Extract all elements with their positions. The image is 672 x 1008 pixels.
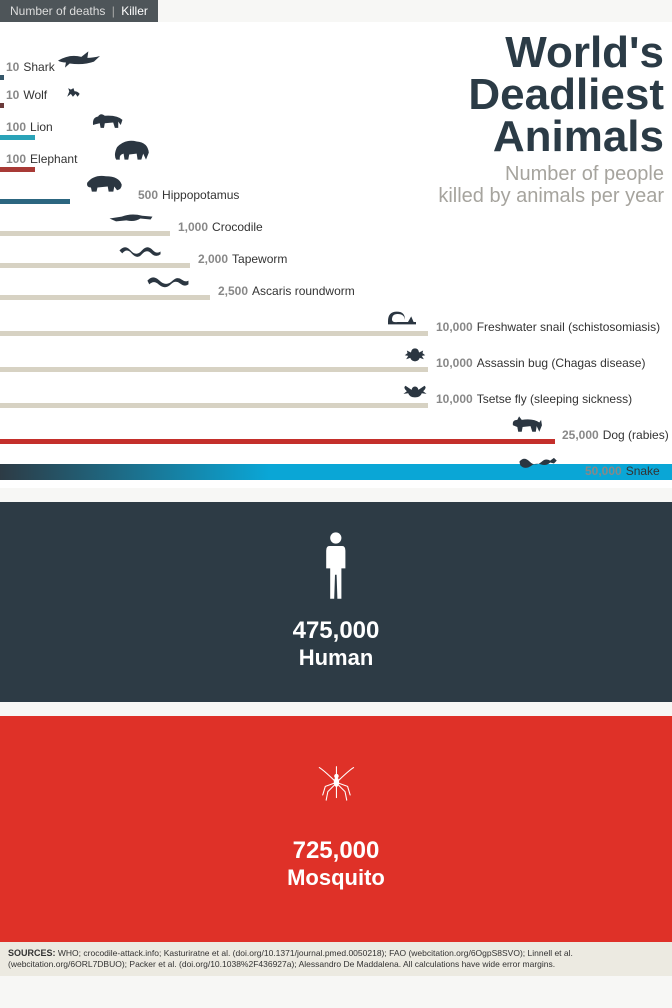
dog-icon [505,406,549,439]
worm2-icon [122,262,212,295]
row-label: 10Wolf [6,88,47,102]
sources-label: SOURCES: [8,948,56,958]
panel-name: Mosquito [0,865,672,891]
row-label: 2,500Ascaris roundworm [218,284,355,298]
panel-num: 725,000 [0,837,672,865]
row-label: 100Elephant [6,152,77,166]
human-icon [316,530,356,607]
row-label: 10,000Assassin bug (Chagas disease) [436,356,645,370]
snake-icon [500,442,578,475]
lion-icon [88,102,130,135]
row-label: 10,000Freshwater snail (schistosomiasis) [436,320,660,334]
row-label: 25,000Dog (rabies) [562,428,669,442]
panel-human: 475,000 Human [0,502,672,702]
sources-text: WHO; crocodile-attack.info; Kasturiratne… [8,948,573,969]
data-row: 2,000Tapeworm [0,236,672,268]
data-row: 10,000Assassin bug (Chagas disease) [0,336,672,372]
row-label: 100Lion [6,120,53,134]
wolf-icon [62,70,88,103]
fly-icon [398,370,432,403]
data-row: 50,000Snake [0,444,672,480]
row-label: 1,000Crocodile [178,220,263,234]
data-row: 10,000Freshwater snail (schistosomiasis) [0,300,672,336]
data-row: 10,000Tsetse fly (sleeping sickness) [0,372,672,408]
title-l1: World's [438,32,664,74]
title-l3: Animals [438,116,664,158]
row-label: 10,000Tsetse fly (sleeping sickness) [436,392,632,406]
panel-mosquito: 725,000 Mosquito [0,716,672,942]
sources: SOURCES: WHO; crocodile-attack.info; Kas… [0,942,672,976]
title-block: World's Deadliest Animals Number of peop… [438,32,664,207]
subtitle: Number of people killed by animals per y… [438,163,664,207]
row-label: 10Shark [6,60,55,74]
croc-icon [92,198,170,231]
elephant-icon [108,134,156,167]
data-row: 25,000Dog (rabies) [0,408,672,444]
mosquito-icon [315,744,358,827]
row-label: 50,000Snake [585,464,660,478]
bug-icon [398,334,432,367]
hippo-icon [78,166,130,199]
panel-num: 475,000 [0,617,672,645]
snail-icon [380,298,420,331]
data-row: 2,500Ascaris roundworm [0,268,672,300]
header-left: Number of deaths [10,4,105,18]
header-tab: Number of deaths | Killer [0,0,158,22]
header-sep: | [109,4,118,18]
title-l2: Deadliest [438,74,664,116]
chart-stage: World's Deadliest Animals Number of peop… [0,22,672,488]
worm-icon [95,230,185,263]
header-right: Killer [121,4,148,18]
panel-name: Human [0,645,672,671]
